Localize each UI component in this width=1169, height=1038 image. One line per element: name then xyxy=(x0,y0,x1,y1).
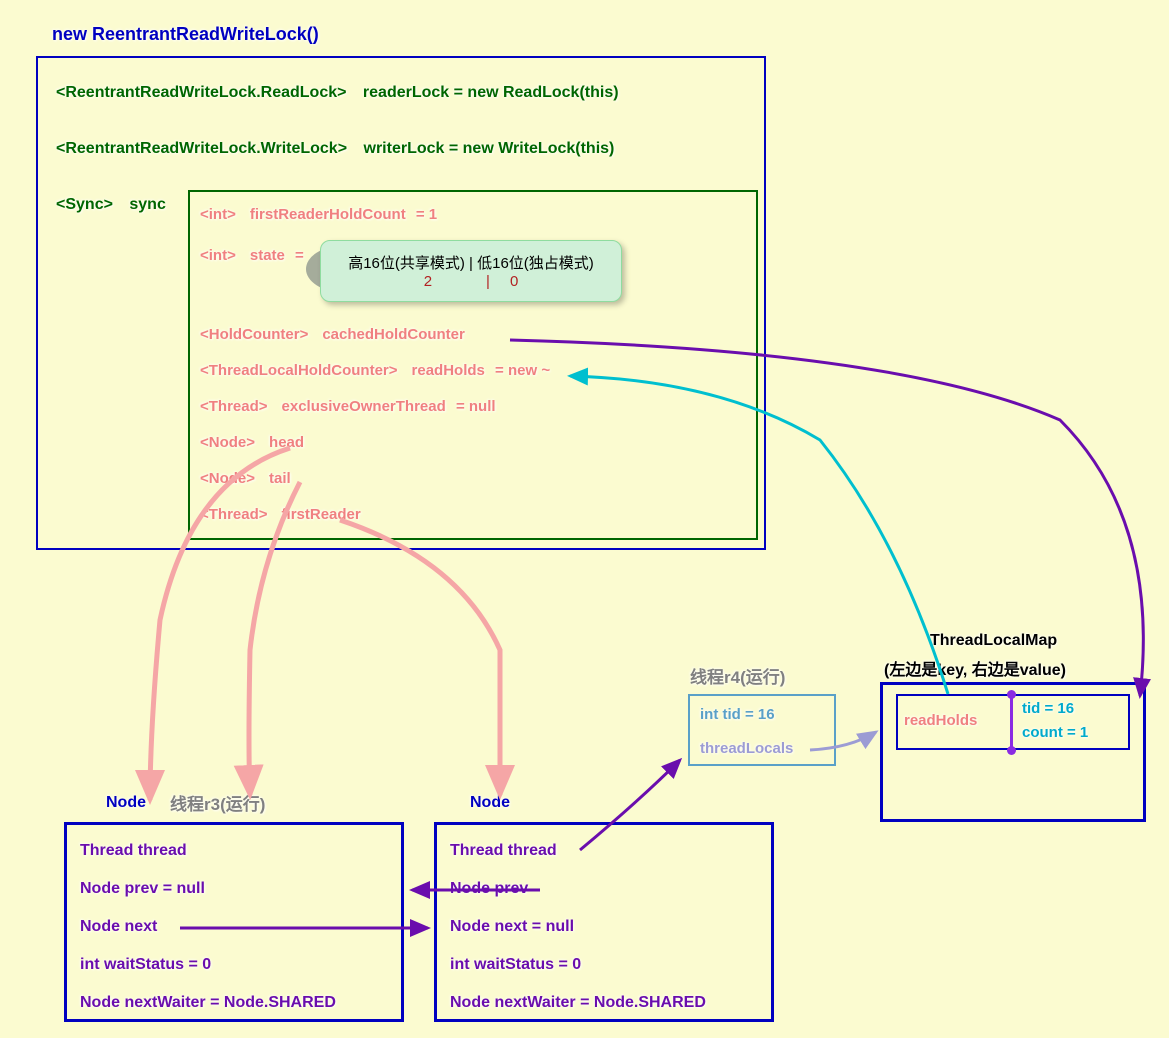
node1-field-4: Node nextWaiter = Node.SHARED xyxy=(80,994,336,1012)
r4-field-1: threadLocals xyxy=(700,740,793,757)
node2-field-0: Thread thread xyxy=(450,842,557,860)
diagram-canvas: new ReentrantReadWriteLock() <ReentrantRe… xyxy=(0,0,1169,1038)
tlmap-divider-dot xyxy=(1007,690,1016,699)
tlmap-divider-dot xyxy=(1007,746,1016,755)
tlmap-divider xyxy=(1010,694,1013,750)
sync-field-0: <int>firstReaderHoldCount = 1 xyxy=(200,206,437,223)
node1-field-0: Thread thread xyxy=(80,842,187,860)
node2-field-2: Node next = null xyxy=(450,918,574,936)
sync-field-3: <ThreadLocalHoldCounter>readHolds = new … xyxy=(200,362,550,379)
arrow-firstReader-to-node2 xyxy=(340,520,500,795)
node1-field-2: Node next xyxy=(80,918,157,936)
node1-label: Node xyxy=(106,794,146,812)
sync-field-6: <Node>tail xyxy=(200,470,291,487)
title: new ReentrantReadWriteLock() xyxy=(52,24,319,45)
node2-label: Node xyxy=(470,794,510,812)
writer-lock-line: <ReentrantReadWriteLock.WriteLock> write… xyxy=(56,140,614,158)
sync-field-5: <Node>head xyxy=(200,434,304,451)
node2-field-3: int waitStatus = 0 xyxy=(450,956,581,974)
thread-r4-label: 线程r4(运行) xyxy=(690,663,785,688)
r4-field-0: int tid = 16 xyxy=(700,706,775,723)
tlmap-val-1: count = 1 xyxy=(1022,724,1088,741)
tlmap-title-1: ThreadLocalMap xyxy=(930,632,1057,650)
node1-field-1: Node prev = null xyxy=(80,880,205,898)
sync-field-4: <Thread>exclusiveOwnerThread = null xyxy=(200,398,496,415)
sync-field-7: <Thread>firstReader xyxy=(200,506,361,523)
sync-field-2: <HoldCounter>cachedHoldCounter xyxy=(200,326,465,343)
tlmap-val-0: tid = 16 xyxy=(1022,700,1074,717)
sync-label: <Sync> sync xyxy=(56,196,166,214)
state-card: 高16位(共享模式) | 低16位(独占模式)2|0 xyxy=(320,240,622,302)
node1-field-3: int waitStatus = 0 xyxy=(80,956,211,974)
tlmap-key: readHolds xyxy=(904,712,977,729)
node2-field-1: Node prev xyxy=(450,880,528,898)
node2-field-4: Node nextWaiter = Node.SHARED xyxy=(450,994,706,1012)
thread-r3-label: 线程r3(运行) xyxy=(170,790,265,815)
tlmap-title-2: (左边是key, 右边是value) xyxy=(884,656,1066,680)
reader-lock-line: <ReentrantReadWriteLock.ReadLock> reader… xyxy=(56,84,619,102)
sync-field-1: <int>state = xyxy=(200,247,304,264)
